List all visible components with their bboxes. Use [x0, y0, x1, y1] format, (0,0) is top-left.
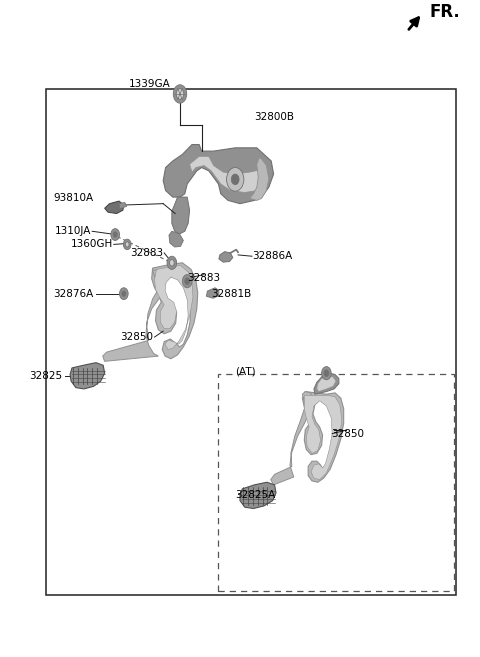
Circle shape	[173, 85, 187, 103]
Circle shape	[324, 370, 329, 376]
Polygon shape	[250, 158, 269, 200]
Circle shape	[227, 168, 244, 191]
Circle shape	[113, 232, 117, 237]
Text: 1310JA: 1310JA	[55, 226, 91, 237]
Polygon shape	[155, 265, 193, 350]
Text: 32876A: 32876A	[53, 288, 94, 299]
Text: 1360GH: 1360GH	[71, 239, 113, 250]
Polygon shape	[169, 231, 183, 247]
Circle shape	[185, 278, 190, 284]
Text: 32883: 32883	[130, 248, 163, 258]
Polygon shape	[317, 376, 336, 392]
Text: 32886A: 32886A	[252, 251, 292, 261]
Polygon shape	[152, 263, 198, 359]
Circle shape	[122, 291, 126, 296]
Circle shape	[182, 275, 192, 288]
Text: 32850: 32850	[120, 332, 154, 342]
Circle shape	[322, 367, 331, 380]
Circle shape	[167, 256, 177, 269]
Bar	[218, 374, 454, 591]
Circle shape	[123, 239, 131, 250]
Polygon shape	[163, 145, 274, 204]
Text: 32825A: 32825A	[235, 489, 276, 500]
Polygon shape	[206, 288, 219, 298]
Circle shape	[169, 260, 174, 266]
Text: 32800B: 32800B	[254, 112, 294, 122]
Circle shape	[125, 242, 129, 247]
Polygon shape	[103, 269, 165, 361]
Circle shape	[231, 174, 239, 185]
Polygon shape	[304, 396, 342, 480]
Text: 1339GA: 1339GA	[129, 79, 170, 89]
Text: 32881B: 32881B	[211, 288, 252, 299]
Polygon shape	[172, 197, 190, 234]
Text: 32883: 32883	[187, 273, 220, 283]
Text: (AT): (AT)	[235, 366, 256, 376]
Bar	[46, 89, 456, 595]
Polygon shape	[70, 363, 105, 389]
Circle shape	[120, 288, 128, 300]
Text: 32850: 32850	[331, 428, 364, 439]
Circle shape	[176, 89, 184, 99]
Polygon shape	[302, 392, 344, 482]
Polygon shape	[190, 156, 266, 193]
Text: 93810A: 93810A	[53, 193, 94, 204]
Circle shape	[111, 229, 120, 240]
Polygon shape	[271, 392, 311, 485]
Polygon shape	[240, 482, 276, 509]
Text: FR.: FR.	[430, 3, 460, 21]
Polygon shape	[105, 201, 124, 214]
Polygon shape	[314, 373, 339, 394]
Polygon shape	[119, 202, 127, 209]
Text: 32825: 32825	[29, 371, 62, 381]
Polygon shape	[219, 252, 233, 262]
